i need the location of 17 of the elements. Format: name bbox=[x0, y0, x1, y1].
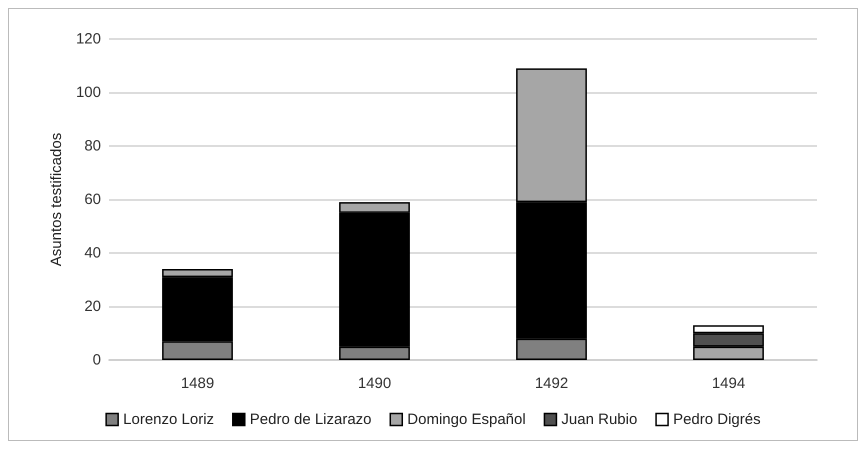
y-tick-label: 0 bbox=[92, 352, 101, 368]
legend-label: Pedro de Lizarazo bbox=[250, 411, 372, 428]
legend-label: Juan Rubio bbox=[561, 411, 638, 428]
y-tick-label: 80 bbox=[84, 138, 101, 154]
x-tick-label: 1490 bbox=[358, 375, 392, 392]
y-axis-title: Asuntos testificados bbox=[48, 132, 65, 266]
y-tick-label: 100 bbox=[76, 84, 101, 101]
x-tick-label: 1494 bbox=[712, 375, 746, 392]
legend-label: Pedro Digrés bbox=[673, 411, 761, 428]
y-tick-label: 40 bbox=[84, 244, 101, 262]
y-tick-label: 20 bbox=[84, 298, 101, 315]
y-tick-label: 120 bbox=[76, 30, 101, 48]
legend-label: Lorenzo Loriz bbox=[123, 411, 214, 428]
x-tick-label: 1492 bbox=[534, 375, 568, 392]
x-tick-label: 1489 bbox=[180, 375, 214, 392]
y-tick-label: 60 bbox=[84, 191, 101, 208]
legend-label: Domingo Español bbox=[407, 411, 526, 428]
